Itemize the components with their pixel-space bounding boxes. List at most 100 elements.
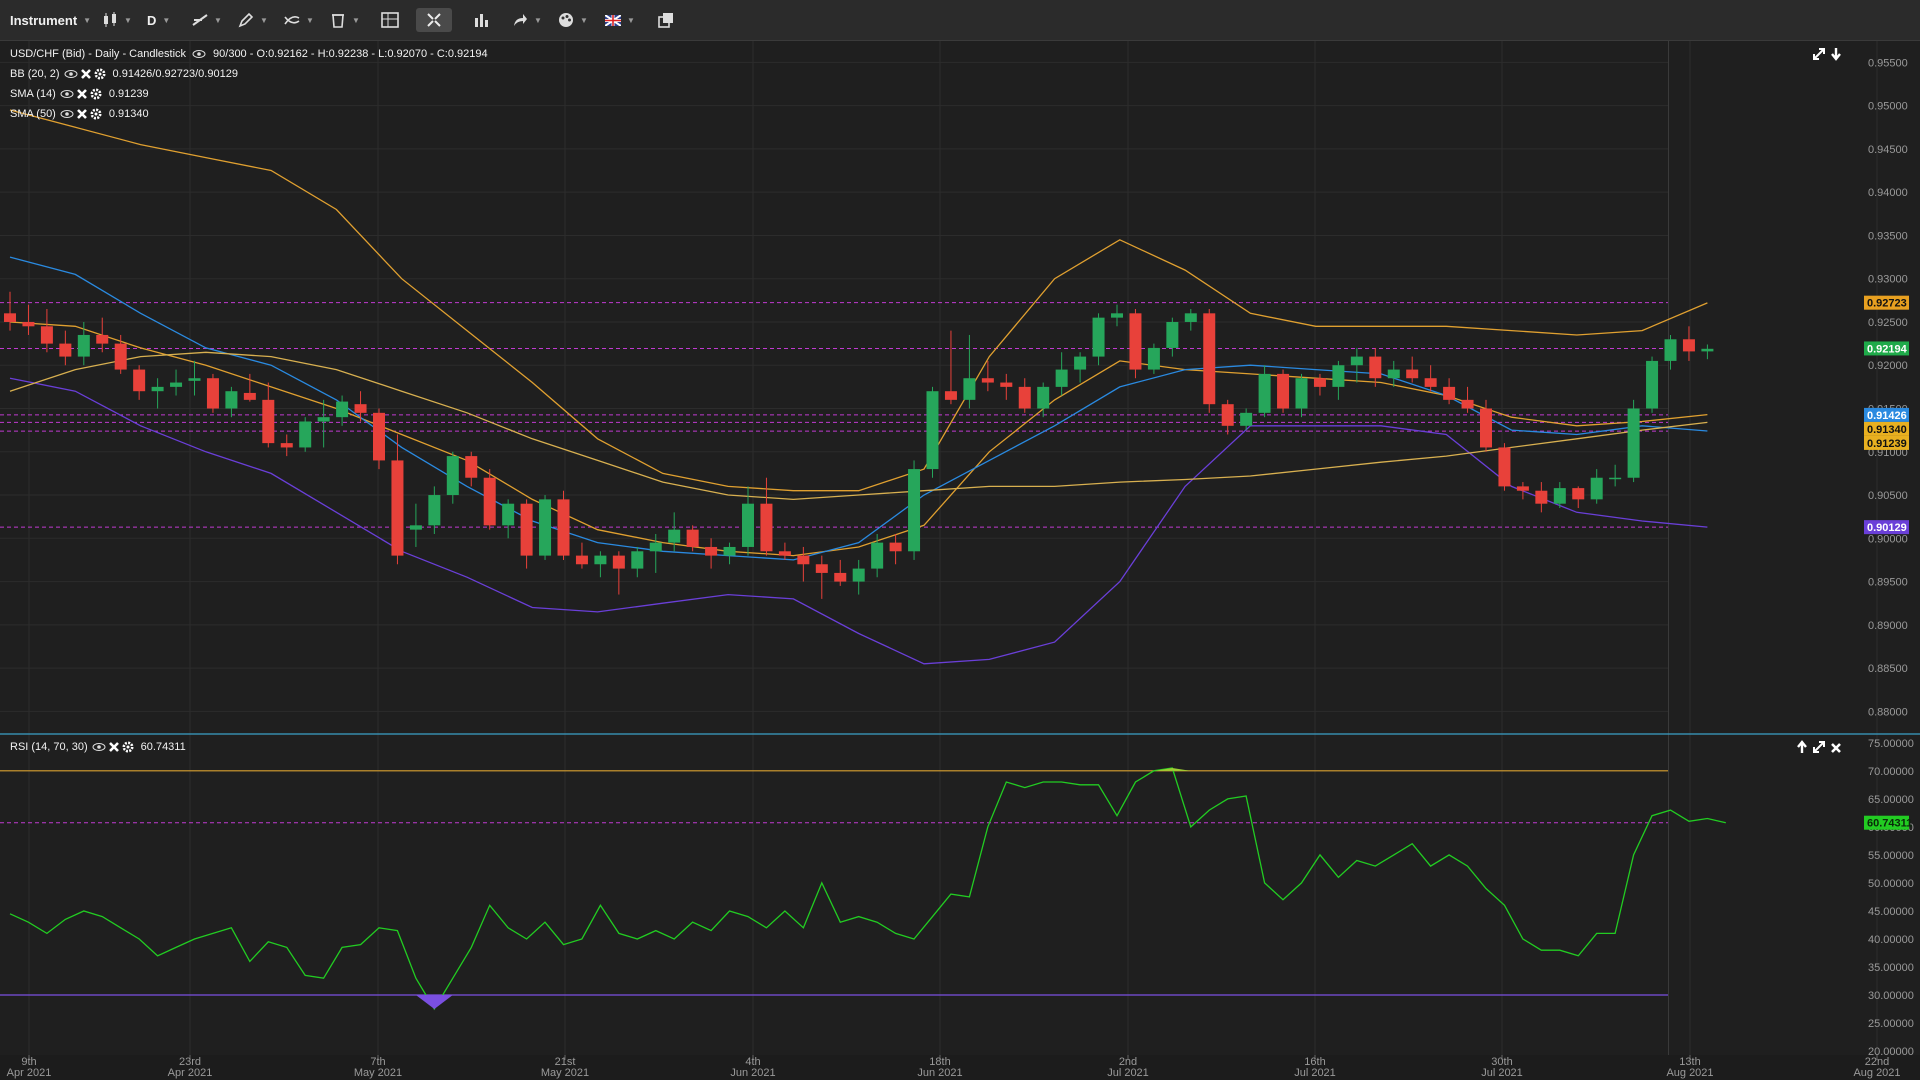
sma14-visibility-eye-icon[interactable] (60, 89, 74, 99)
candle (317, 399, 330, 448)
maximize-rsi-pane-icon[interactable] (1812, 740, 1826, 759)
date-month-label: Jun 2021 (917, 1067, 962, 1079)
candle-body (151, 386, 164, 392)
candle (852, 559, 865, 595)
fit-screen-button[interactable] (416, 8, 452, 32)
candle-body (1516, 486, 1529, 491)
sma50-visibility-eye-icon[interactable] (60, 109, 74, 119)
price-badge-bg (1864, 295, 1909, 310)
sma50-remove-icon[interactable] (76, 108, 88, 120)
candle (889, 533, 902, 565)
maximize-pane-icon[interactable] (1812, 47, 1826, 66)
delete-dropdown[interactable]: ▼ (330, 8, 360, 32)
indicators-button[interactable] (473, 8, 489, 32)
instrument-dropdown[interactable]: Instrument ▼ (10, 12, 92, 28)
candle-body (1480, 408, 1492, 448)
sma50-settings-gear-icon[interactable] (90, 108, 102, 120)
price-tick-label: 0.92000 (1868, 360, 1908, 372)
sma50-line (9, 351, 1708, 501)
candle-body (206, 378, 219, 409)
price-badge: 0.91239 (1864, 435, 1909, 450)
candle (1203, 308, 1216, 413)
candle (1295, 373, 1308, 418)
sma14-settings-gear-icon[interactable] (90, 88, 102, 100)
timeframe-dropdown[interactable]: D ▼ (147, 12, 171, 28)
move-pane-down-icon[interactable] (1830, 47, 1842, 66)
sma50-label: SMA (50) (10, 108, 56, 120)
candle (1332, 360, 1345, 400)
date-month-label: Aug 2021 (1853, 1067, 1900, 1079)
ohlc-readout: 90/300 - O:0.92162 - H:0.92238 - L:0.920… (213, 48, 488, 60)
price-tick-label: 0.95500 (1868, 57, 1908, 69)
price-badge: 0.90129 (1864, 520, 1909, 535)
rsi-remove-icon[interactable] (108, 741, 120, 753)
language-dropdown[interactable]: ▼ (605, 8, 635, 32)
candle (612, 551, 625, 595)
bb-settings-gear-icon[interactable] (94, 68, 106, 80)
price-badge: 0.91426 (1864, 407, 1909, 422)
fit-screen-icon (426, 12, 442, 28)
candle-body (336, 401, 349, 418)
rsi-axis: 75.0000070.0000065.0000060.0000055.00000… (1868, 738, 1914, 1058)
rsi-settings-gear-icon[interactable] (122, 741, 134, 753)
candle-body (1147, 347, 1160, 370)
chart-grid (0, 41, 1878, 1055)
candle-body (889, 542, 902, 552)
candle (742, 486, 754, 556)
price-tick-label: 0.92500 (1868, 317, 1908, 329)
candle (465, 451, 478, 487)
visibility-eye-icon[interactable] (192, 49, 206, 59)
share-dropdown[interactable]: ▼ (512, 8, 542, 32)
date-day-label: 30th (1491, 1056, 1512, 1068)
candle-body (1498, 447, 1511, 487)
bb-remove-icon[interactable] (80, 68, 92, 80)
candle-body (133, 369, 146, 392)
date-month-label: Apr 2021 (7, 1067, 52, 1079)
price-tick-label: 0.88000 (1868, 706, 1908, 718)
price-badge-label: 0.90129 (1867, 522, 1907, 534)
candle-body (391, 460, 404, 556)
date-month-label: Aug 2021 (1666, 1067, 1713, 1079)
sma50-value: 0.91340 (108, 108, 149, 120)
candle (1498, 443, 1511, 491)
crossover-tool-dropdown[interactable]: ▼ (284, 8, 314, 32)
price-tick-label: 0.88500 (1868, 663, 1908, 675)
candle-body (483, 477, 496, 526)
candle-body (1701, 348, 1714, 352)
candle (4, 291, 16, 331)
chart-type-dropdown[interactable]: ▼ (102, 8, 132, 32)
close-rsi-pane-icon[interactable] (1830, 741, 1842, 759)
rsi-visibility-eye-icon[interactable] (92, 742, 106, 752)
date-day-label: 18th (929, 1056, 950, 1068)
drawing-tool-dropdown[interactable]: ▼ (238, 8, 268, 32)
candle-body (594, 555, 607, 565)
candle-body (1387, 369, 1400, 379)
candle-body (170, 382, 183, 387)
candle-body (520, 503, 533, 556)
date-day-label: 16th (1304, 1056, 1325, 1068)
sma14-remove-icon[interactable] (76, 88, 88, 100)
rsi-tick-label: 75.00000 (1868, 738, 1914, 750)
layout-button[interactable] (381, 8, 399, 32)
detach-window-button[interactable] (658, 8, 674, 32)
candle-body (871, 542, 884, 569)
candle-body (1682, 339, 1695, 352)
sma14-value: 0.91239 (108, 88, 149, 100)
candle-body (852, 568, 865, 582)
chart-canvas[interactable]: 0.95500 0.95000 0.94500 0.94000 0.93500 0.930… (0, 41, 1920, 1080)
candle-body (1074, 356, 1087, 370)
color-theme-dropdown[interactable]: ▼ (558, 8, 588, 32)
candle-body (1590, 477, 1603, 500)
share-arrow-icon (512, 12, 528, 28)
candle (114, 334, 127, 374)
candle-body (705, 546, 718, 556)
candle (1572, 486, 1585, 509)
candle (1092, 313, 1105, 366)
price-tick-label: 0.90000 (1868, 533, 1908, 545)
candle-body (262, 399, 275, 444)
bb-visibility-eye-icon[interactable] (64, 69, 78, 79)
move-pane-up-icon[interactable] (1796, 740, 1808, 759)
line-tool-dropdown[interactable]: ▼ (192, 8, 222, 32)
price-tick-label: 0.94500 (1868, 144, 1908, 156)
